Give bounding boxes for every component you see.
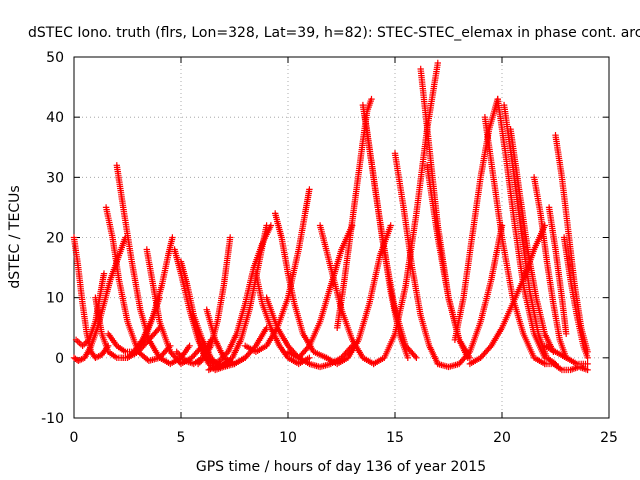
x-tick-label: 15 [386,430,404,446]
series-arc [481,114,548,368]
y-axis-title: dSTEC / TECUs [7,185,23,288]
data-point-markers [252,270,313,368]
data-point-markers [560,234,591,361]
chart-title: dSTEC Iono. truth (flrs, Lon=328, Lat=39… [28,25,640,41]
series-arc [316,222,377,368]
series-arc [272,210,330,361]
series-arc [209,222,275,368]
series-arc [391,150,441,368]
data-point-markers [451,95,501,343]
series-arc [423,162,471,361]
series-arc [113,162,193,368]
data-point-markers [242,186,313,355]
y-tick-label: 50 [46,50,64,66]
data-point-markers [113,162,193,368]
series-arc [530,174,570,361]
data-point-markers [272,210,330,361]
y-tick-label: 0 [55,351,64,367]
series-arc [117,234,176,361]
data-point-markers [552,132,591,355]
data-point-markers [545,204,570,337]
y-tick-label: 20 [46,231,64,247]
series-arc [552,132,591,355]
series-arc [451,95,501,343]
data-point-markers [541,342,591,368]
y-tick-label: 40 [46,110,64,126]
y-tick-label: 10 [46,291,64,307]
series-arc [361,114,411,361]
x-tick-label: 0 [70,430,79,446]
data-point-markers [530,174,570,361]
data-point-markers [417,65,474,361]
data-point-markers [423,162,471,361]
y-tick-label: -10 [41,411,64,427]
x-tick-label: 25 [600,430,618,446]
data-point-markers [102,204,174,364]
data-series [70,59,591,374]
data-point-markers [481,114,548,368]
data-point-markers [434,222,506,371]
series-arc [466,222,548,368]
data-point-markers [117,234,176,361]
x-tick-label: 10 [279,430,297,446]
data-point-markers [391,150,441,368]
data-point-markers [316,222,377,368]
x-tick-label: 20 [493,430,511,446]
y-tick-label: 30 [46,170,64,186]
axis-ticks: 0 5 10 15 20 25 -10 0 10 20 30 40 50 [41,50,618,446]
series-arc [560,234,591,361]
data-point-markers [494,95,548,361]
data-point-markers [361,114,411,361]
series-arc [545,204,570,337]
x-axis-title: GPS time / hours of day 136 of year 2015 [196,459,486,475]
grid [74,57,609,418]
series-arc [494,95,548,361]
series-arc [541,342,591,368]
data-point-markers [466,222,548,368]
series-arc [417,65,474,361]
data-point-markers [209,222,275,368]
data-point-markers [143,246,206,368]
series-arc [143,246,206,368]
x-tick-label: 5 [177,430,186,446]
series-arc [242,186,313,355]
series-arc [102,204,174,364]
series-arc [252,270,313,368]
series-arc [434,222,506,371]
